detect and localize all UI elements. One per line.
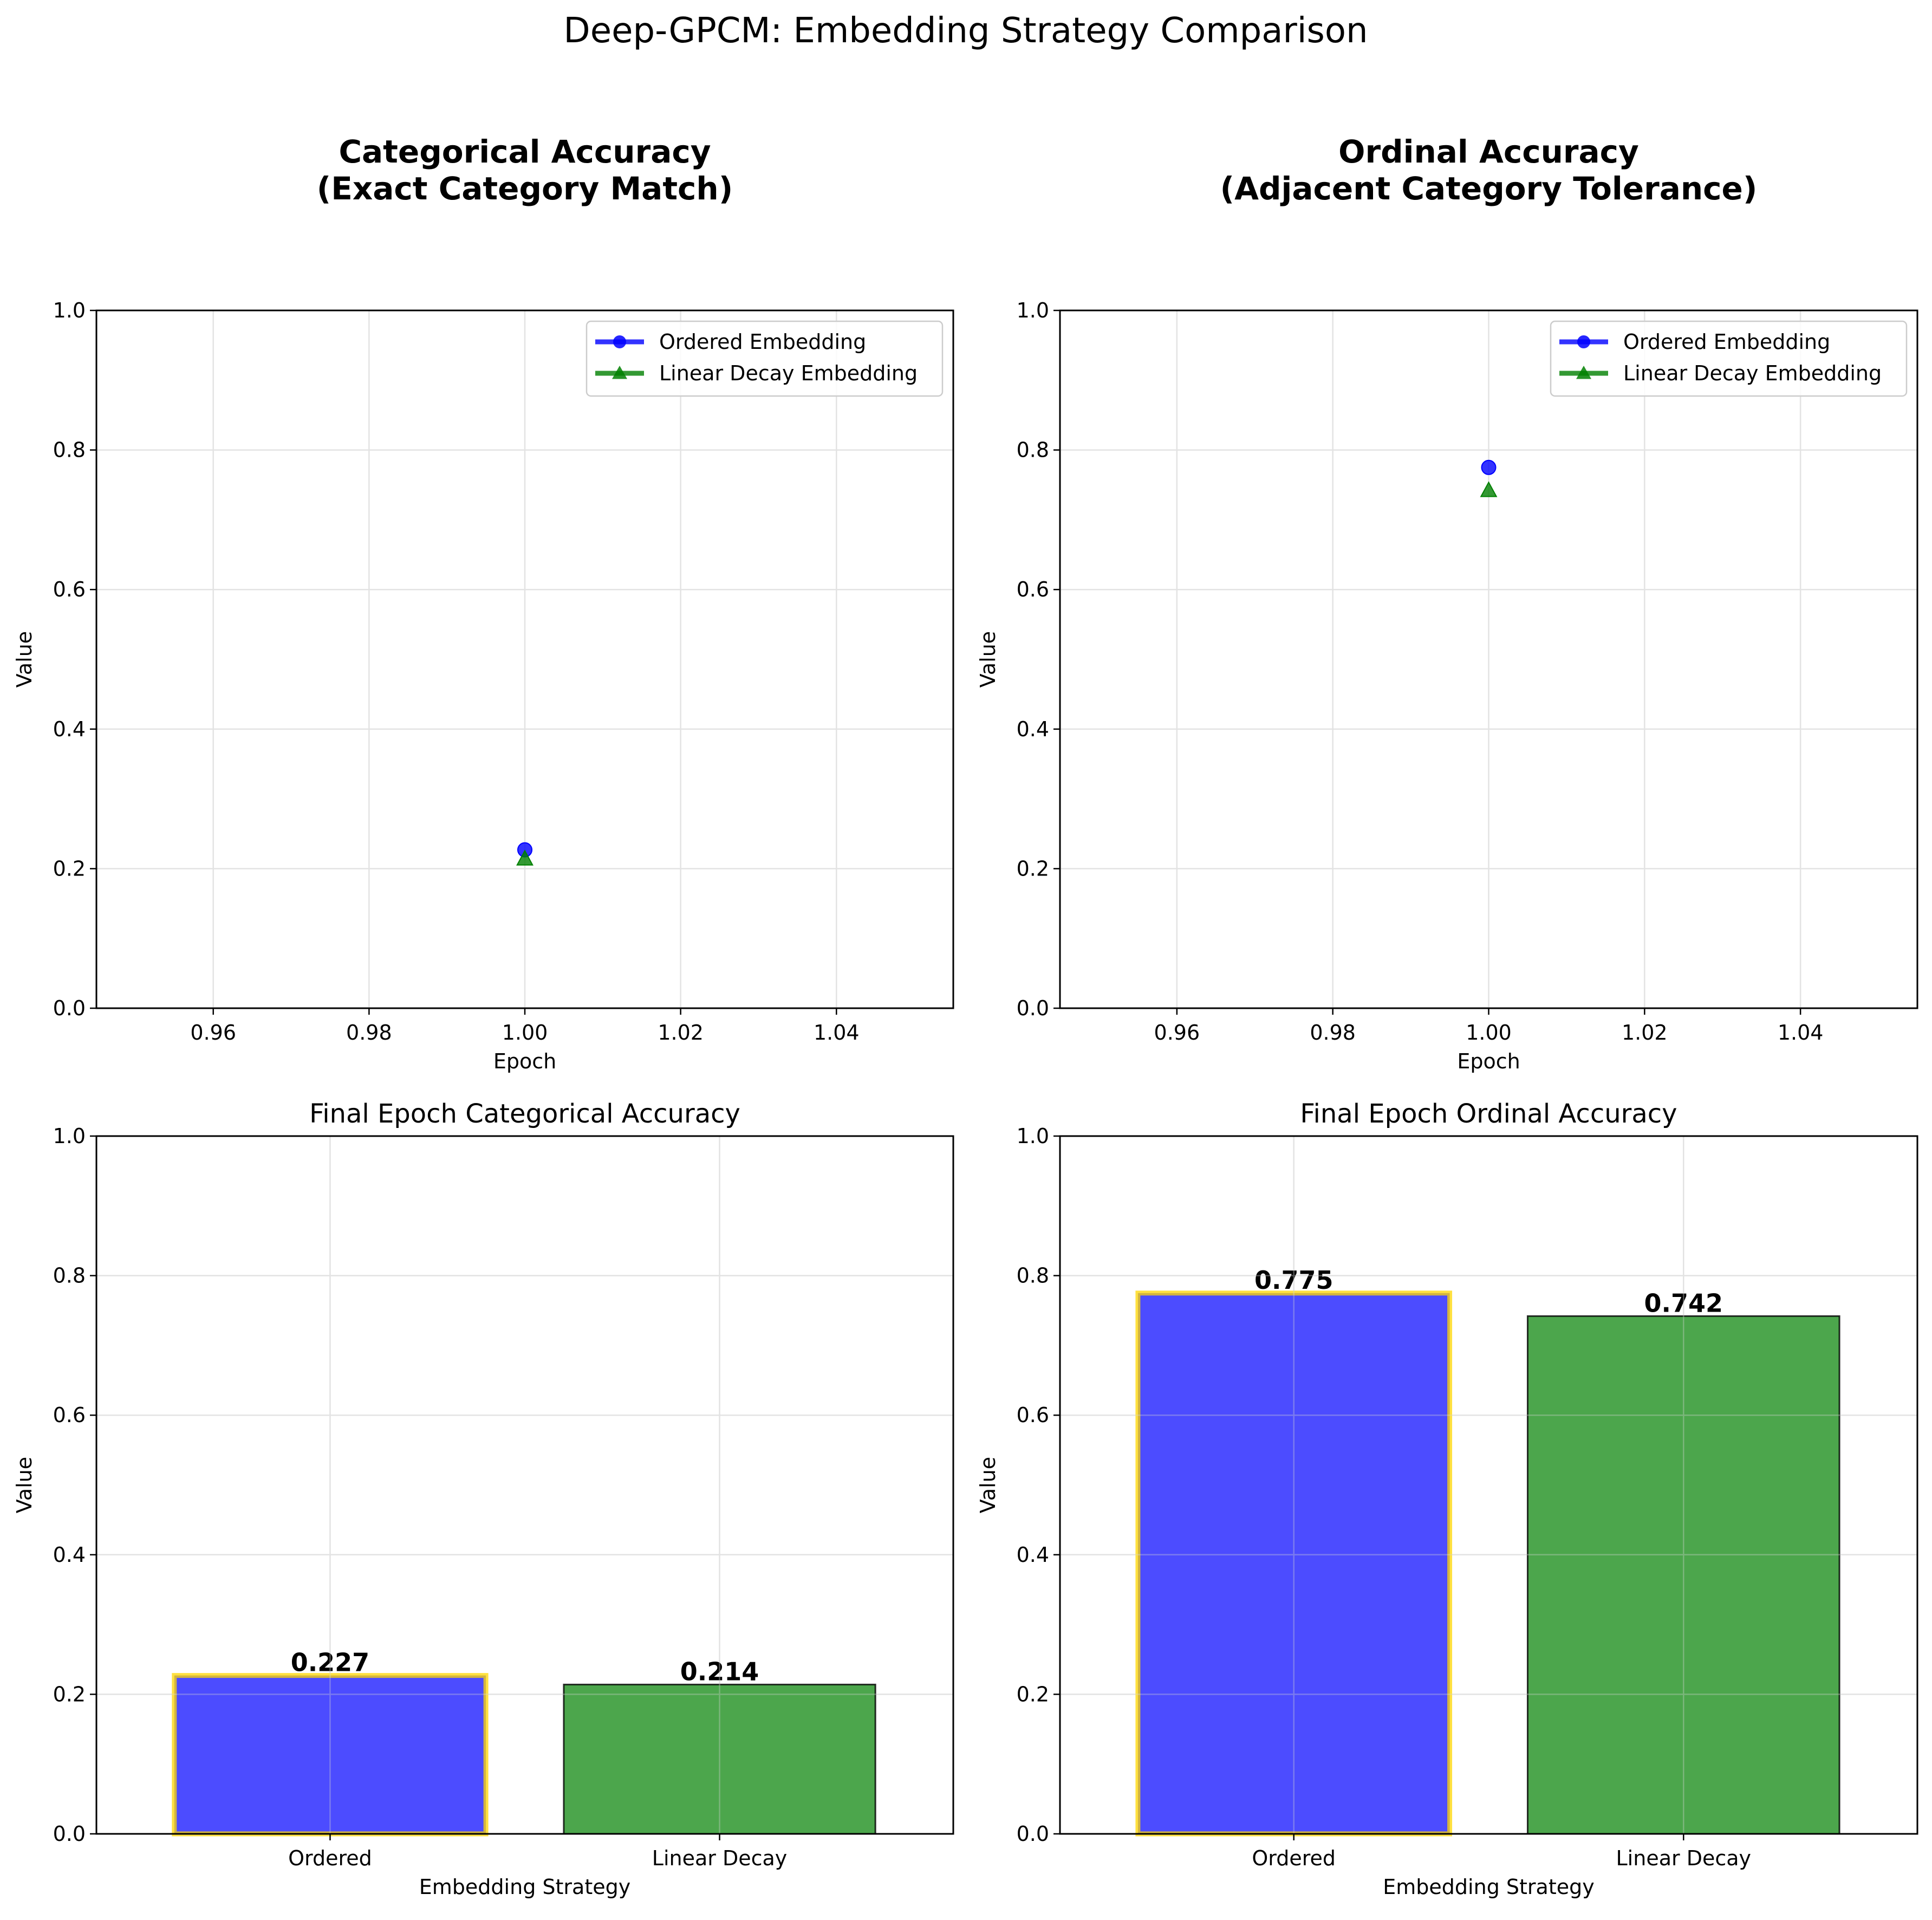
- chart-title: Final Epoch Ordinal Accuracy: [1300, 1099, 1677, 1129]
- x-tick-label: 0.96: [190, 1021, 236, 1045]
- bar-ordered: [1135, 1290, 1453, 1837]
- chart-title: Final Epoch Categorical Accuracy: [309, 1099, 740, 1129]
- legend-box: [1550, 320, 1908, 397]
- y-tick-label: 0.6: [1017, 1403, 1049, 1427]
- x-axis-label: Embedding Strategy: [1383, 1875, 1594, 1899]
- figure-title: Deep-GPCM: Embedding Strategy Comparison: [563, 11, 1368, 51]
- legend-marker-triangle: [612, 366, 627, 379]
- y-tick-label: 0.2: [1017, 1682, 1049, 1706]
- y-tick-label: 1.0: [1017, 1124, 1049, 1148]
- legend-label: Ordered Embedding: [1623, 330, 1830, 354]
- x-axis-label: Epoch: [493, 1049, 556, 1073]
- x-tick-label: 1.00: [1466, 1021, 1512, 1045]
- y-tick-label: 0.0: [1017, 996, 1049, 1020]
- gridlines: [1060, 309, 1917, 1009]
- data-point-ordered: [1481, 459, 1497, 475]
- y-axis-label: Value: [12, 1457, 36, 1513]
- y-tick-label: 0.6: [53, 578, 86, 601]
- y-tick-label: 0.4: [53, 1543, 86, 1567]
- x-axis-label: Embedding Strategy: [419, 1875, 630, 1899]
- y-tick-label: 1.0: [53, 1124, 86, 1148]
- y-tick-label: 1.0: [53, 299, 86, 322]
- bar-value-label: 0.742: [1644, 1288, 1723, 1318]
- y-tick-label: 0.8: [1017, 1264, 1049, 1288]
- x-tick-label: 0.98: [346, 1021, 392, 1045]
- y-tick-label: 0.2: [53, 1682, 86, 1706]
- y-tick-label: 0.8: [1017, 438, 1049, 462]
- x-tick-label: 0.96: [1154, 1021, 1200, 1045]
- y-tick-label: 0.0: [53, 996, 86, 1020]
- legend-label: Ordered Embedding: [659, 330, 866, 354]
- x-tick-label: 1.02: [1622, 1021, 1668, 1045]
- bar-ordered: [172, 1673, 489, 1837]
- data-point-linear-decay: [1480, 481, 1498, 497]
- legend-label: Linear Decay Embedding: [1623, 361, 1882, 385]
- x-tick-label: Ordered: [1252, 1846, 1336, 1870]
- legend: Ordered Embedding Linear Decay Embedding: [586, 320, 944, 397]
- legend-marker-circle: [613, 335, 626, 348]
- chart-title: Ordinal Accuracy: [1338, 133, 1639, 170]
- bar-linear-decay: [563, 1683, 876, 1835]
- x-tick-label: Linear Decay: [1616, 1846, 1752, 1870]
- y-tick-label: 0.6: [1017, 578, 1049, 601]
- y-axis-label: Value: [976, 631, 1000, 687]
- y-tick-label: 0.2: [53, 857, 86, 880]
- gridlines: [96, 309, 953, 1009]
- y-tick-label: 0.4: [53, 717, 86, 741]
- y-tick-label: 0.6: [53, 1403, 86, 1427]
- y-axis-label: Value: [12, 631, 36, 687]
- x-tick-label: 0.98: [1310, 1021, 1356, 1045]
- y-tick-label: 0.4: [1017, 717, 1049, 741]
- legend: Ordered Embedding Linear Decay Embedding: [1550, 320, 1908, 397]
- chart-title: (Adjacent Category Tolerance): [1220, 170, 1758, 207]
- chart-title: Categorical Accuracy: [339, 133, 711, 170]
- y-tick-label: 1.0: [1017, 299, 1049, 322]
- y-tick-label: 0.0: [53, 1822, 86, 1846]
- bar-value-label: 0.227: [291, 1648, 370, 1677]
- chart-title: (Exact Category Match): [317, 170, 733, 207]
- y-tick-label: 0.8: [53, 1264, 86, 1288]
- y-axis-label: Value: [976, 1457, 1000, 1513]
- x-tick-label: Linear Decay: [652, 1846, 788, 1870]
- y-tick-label: 0.4: [1017, 1543, 1049, 1567]
- x-tick-label: Ordered: [288, 1846, 372, 1870]
- axes-frame: [95, 1135, 954, 1835]
- bar-value-label: 0.214: [680, 1657, 759, 1686]
- y-tick-label: 0.2: [1017, 857, 1049, 880]
- x-tick-label: 1.00: [502, 1021, 548, 1045]
- chart-panel-2: 0.0 0.2 0.4 0.6 0.8 1.0 0.96 0.98 1.00 1.02 1.04 Ep…: [976, 133, 1918, 1073]
- x-tick-label: 1.04: [814, 1021, 860, 1045]
- x-tick-label: 1.02: [658, 1021, 704, 1045]
- x-tick-label: 1.04: [1778, 1021, 1824, 1045]
- chart-panel-4: 0.775 0.742 0.0 0.2 0.4 0.6 0.8 1.0 Ordered Linea…: [976, 1099, 1918, 1899]
- legend-marker-circle: [1577, 335, 1590, 348]
- legend-box: [586, 320, 944, 397]
- data-point-linear-decay: [516, 849, 534, 866]
- y-tick-label: 0.8: [53, 438, 86, 462]
- x-axis-label: Epoch: [1457, 1049, 1520, 1073]
- bar-value-label: 0.775: [1254, 1266, 1333, 1295]
- legend-marker-triangle: [1576, 366, 1591, 379]
- chart-panel-3: 0.227 0.214 0.0 0.2 0.4 0.6 0.8 1.0 Ordered Linea…: [12, 1099, 954, 1899]
- legend-label: Linear Decay Embedding: [659, 361, 918, 385]
- axes-frame: [1059, 1135, 1918, 1835]
- y-tick-label: 0.0: [1017, 1822, 1049, 1846]
- chart-panel-1: 0.0 0.2 0.4 0.6 0.8 1.0 0.96 0.98 1.00 1.02 1.04 Ep…: [12, 133, 954, 1073]
